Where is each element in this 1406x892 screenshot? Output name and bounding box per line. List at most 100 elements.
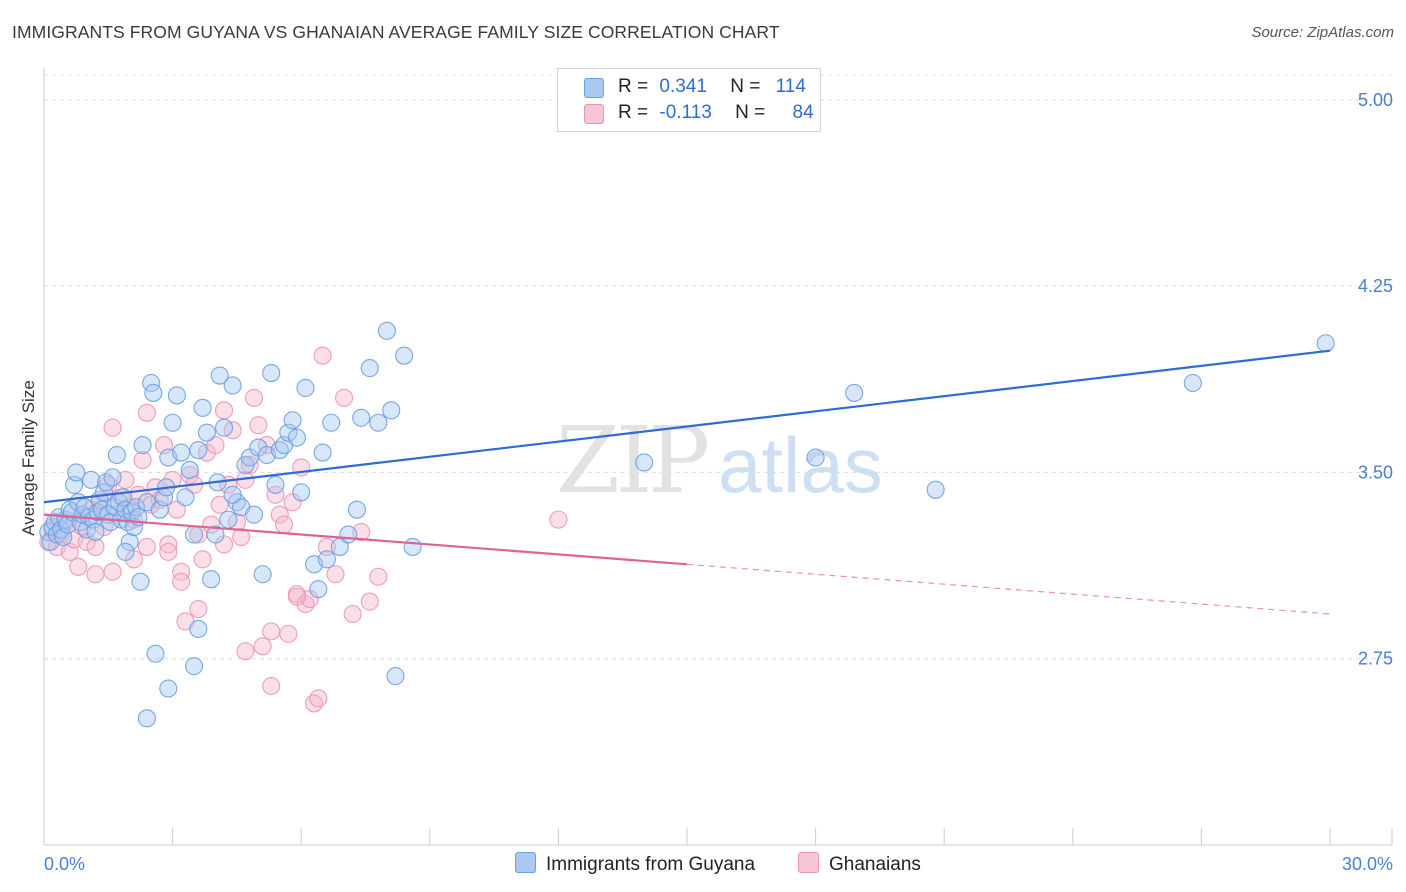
point-ghanaians — [266, 485, 285, 504]
legend-r-value: 0.341 — [659, 76, 707, 97]
x-tick-label: 0.0% — [44, 854, 85, 874]
point-guyana — [202, 570, 221, 589]
point-guyana — [377, 321, 396, 340]
point-guyana — [176, 488, 195, 507]
legend-n-value: 114 — [775, 76, 806, 97]
point-guyana — [214, 418, 234, 437]
point-guyana — [116, 542, 135, 561]
point-guyana — [262, 364, 281, 383]
point-ghanaians — [275, 515, 294, 534]
point-guyana — [133, 436, 152, 455]
point-ghanaians — [172, 572, 191, 591]
point-ghanaians — [244, 388, 264, 407]
point-ghanaians — [369, 567, 388, 586]
point-guyana — [189, 441, 208, 460]
point-guyana — [163, 413, 182, 432]
chart-title: IMMIGRANTS FROM GUYANA VS GHANAIAN AVERA… — [12, 22, 780, 42]
bottom-legend-guyana: Immigrants from Guyana — [515, 852, 755, 876]
point-ghanaians — [279, 624, 298, 643]
point-ghanaians — [232, 527, 251, 547]
point-ghanaians — [343, 604, 362, 624]
y-tick-label: 3.50 — [1358, 462, 1393, 482]
point-guyana — [193, 398, 212, 417]
point-guyana — [845, 383, 864, 402]
legend-r-value: -0.113 — [659, 102, 712, 123]
point-ghanaians — [326, 565, 345, 584]
point-guyana — [253, 565, 272, 584]
point-guyana — [322, 413, 341, 432]
point-ghanaians — [253, 637, 272, 656]
bottom-legend-label-ghanaians: Ghanaians — [829, 854, 921, 875]
watermark-zip: ZIP — [556, 407, 707, 514]
point-ghanaians — [287, 587, 306, 606]
point-guyana — [339, 525, 358, 544]
point-guyana — [309, 580, 328, 599]
point-guyana — [206, 525, 225, 544]
point-ghanaians — [309, 689, 328, 708]
legend-n-label: N = — [735, 102, 766, 123]
point-ghanaians — [214, 401, 234, 420]
legend-swatch-ghanaians — [584, 104, 604, 124]
point-guyana — [266, 475, 285, 494]
point-guyana — [131, 572, 150, 591]
point-guyana — [144, 383, 163, 402]
trend-lines — [43, 349, 1331, 615]
point-ghanaians — [180, 465, 199, 484]
point-guyana — [1183, 373, 1202, 393]
point-guyana — [189, 619, 208, 638]
point-guyana — [159, 679, 178, 698]
point-ghanaians — [137, 537, 156, 556]
point-guyana — [635, 453, 654, 472]
point-guyana — [313, 443, 332, 462]
point-guyana — [283, 411, 302, 430]
axis-labels: 2.75 3.50 4.25 5.00 0.0% 30.0% Average Family … — [19, 90, 1393, 874]
point-guyana — [244, 505, 264, 524]
point-guyana — [210, 366, 229, 385]
legend-n-value: 84 — [792, 102, 814, 123]
point-guyana — [386, 667, 405, 686]
point-guyana — [82, 470, 101, 489]
series-ghanaians — [39, 346, 568, 713]
point-guyana — [369, 413, 388, 432]
point-ghanaians — [103, 418, 122, 437]
watermark: ZIP atlas — [556, 407, 883, 514]
point-ghanaians — [193, 550, 212, 569]
source-label: Source: ZipAtlas.com — [1251, 24, 1394, 41]
bottom-legend-swatch-ghanaians — [798, 852, 819, 873]
point-ghanaians — [163, 470, 182, 489]
point-guyana — [86, 522, 105, 542]
point-ghanaians — [313, 346, 332, 365]
bottom-legend-label-guyana: Immigrants from Guyana — [546, 854, 756, 875]
legend-r-label: R = — [618, 76, 649, 97]
point-guyana — [296, 378, 315, 398]
y-tick-label: 4.25 — [1358, 276, 1393, 296]
point-guyana — [146, 644, 165, 663]
point-ghanaians — [137, 403, 156, 422]
point-guyana — [347, 500, 366, 519]
point-ghanaians — [270, 505, 289, 524]
y-axis-title: Average Family Size — [19, 380, 38, 536]
trend-line-ghanaians-extension — [686, 563, 1331, 615]
point-guyana — [219, 510, 238, 529]
point-guyana — [120, 532, 139, 552]
legend-n-label: N = — [730, 76, 761, 97]
point-guyana — [403, 537, 422, 556]
point-guyana — [360, 359, 379, 378]
point-guyana — [287, 428, 306, 447]
stats-legend: R = 0.341 N = 114 R = -0.113 N = 84 — [557, 68, 821, 132]
point-guyana — [382, 401, 401, 420]
point-ghanaians — [262, 622, 281, 641]
point-ghanaians — [86, 537, 105, 556]
y-tick-label: 2.75 — [1358, 649, 1393, 669]
point-ghanaians — [317, 537, 336, 556]
trend-line-guyana — [43, 349, 1331, 504]
point-guyana — [926, 480, 945, 499]
point-guyana — [184, 525, 204, 544]
point-guyana — [395, 346, 414, 365]
series-guyana — [39, 321, 1335, 728]
point-guyana — [172, 443, 191, 462]
point-ghanaians — [86, 565, 105, 584]
point-guyana — [223, 376, 242, 395]
y-tick-label: 5.00 — [1358, 90, 1393, 110]
point-ghanaians — [206, 436, 225, 455]
